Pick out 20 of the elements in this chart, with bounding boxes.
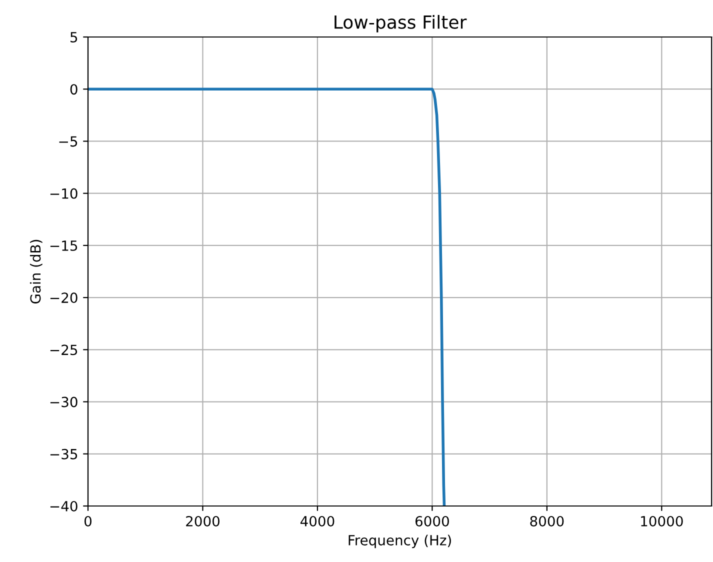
- chart-title: Low-pass Filter: [334, 14, 467, 32]
- y-tick-label: −10: [50, 188, 78, 199]
- x-tick-label: 2000: [186, 516, 220, 526]
- y-tick-label: −15: [50, 240, 78, 251]
- y-tick-label: −5: [59, 136, 78, 147]
- line-series: [88, 88, 446, 506]
- y-tick-label: 5: [70, 32, 78, 42]
- y-tick-label: −35: [50, 448, 78, 460]
- x-tick-label: 8000: [530, 516, 564, 526]
- x-tick-label: 0: [84, 516, 92, 526]
- x-tick-label: 4000: [300, 516, 334, 526]
- y-tick-label: 0: [70, 84, 78, 95]
- x-axis-title: Frequency (Hz): [348, 534, 451, 548]
- y-tick-label: −25: [50, 344, 78, 356]
- y-tick-label: −20: [50, 292, 78, 304]
- y-tick-label: −40: [50, 500, 78, 512]
- x-tick-label: 6000: [415, 516, 449, 526]
- y-axis-title: Gain (dB): [30, 240, 42, 304]
- y-tick-label: −30: [50, 396, 78, 408]
- x-tick-label: 10000: [641, 516, 683, 526]
